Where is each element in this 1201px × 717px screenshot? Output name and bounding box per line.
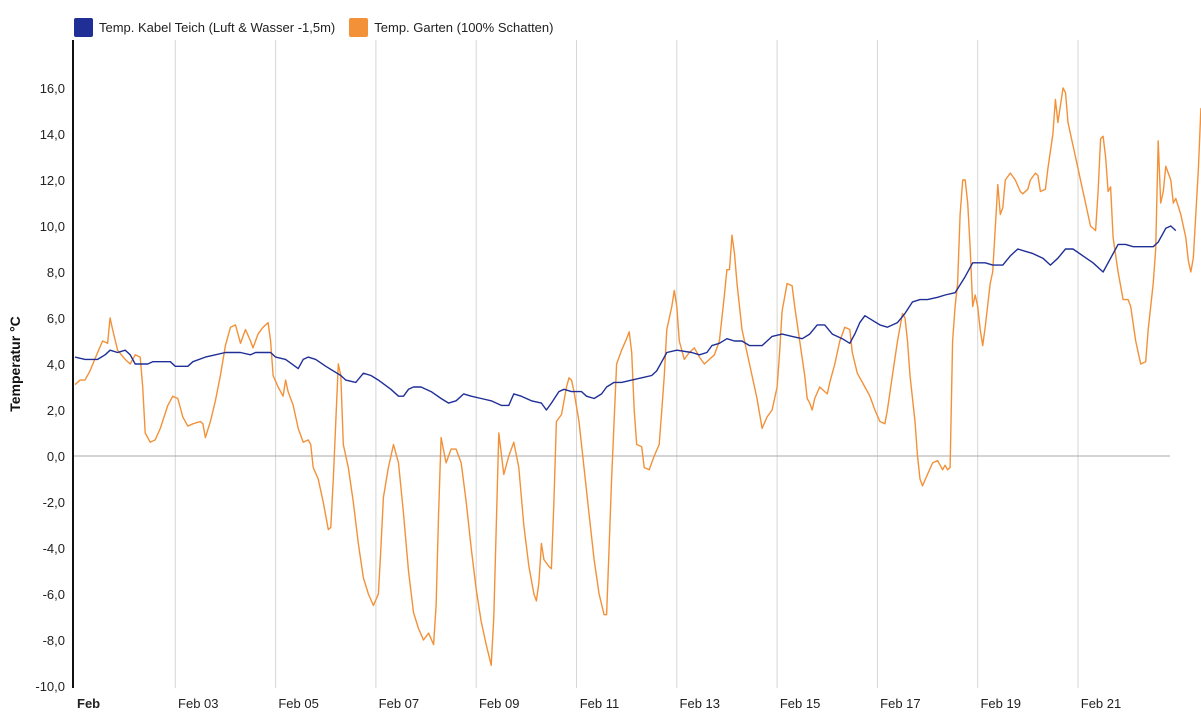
- legend-label-garten: Temp. Garten (100% Schatten): [374, 19, 554, 35]
- legend-swatch-garten: [349, 17, 369, 37]
- y-tick-label: -4,0: [43, 541, 65, 556]
- x-tick-label: Feb 19: [980, 696, 1020, 711]
- y-tick-label: 0,0: [47, 449, 65, 464]
- y-tick-label: 6,0: [47, 311, 65, 326]
- y-axis-title: Temperatur °C: [7, 316, 23, 412]
- x-tick-label: Feb 09: [479, 696, 519, 711]
- x-tick-label: Feb 03: [178, 696, 218, 711]
- legend-swatch-kabel-teich: [74, 17, 93, 37]
- series-line-garten[interactable]: [74, 87, 1201, 666]
- legend-item-garten[interactable]: Temp. Garten (100% Schatten): [349, 17, 554, 37]
- y-tick-label: 4,0: [47, 357, 65, 372]
- series-line-kabel-teich[interactable]: [74, 225, 1177, 411]
- x-tick-label: Feb 05: [278, 696, 318, 711]
- x-tick-label: Feb 15: [780, 696, 820, 711]
- x-tick-label: Feb 17: [880, 696, 920, 711]
- y-tick-label: -6,0: [43, 587, 65, 602]
- y-tick-label: 14,0: [40, 127, 65, 142]
- y-tick-label: 16,0: [40, 81, 65, 96]
- y-tick-label: 2,0: [47, 403, 65, 418]
- x-tick-label: Feb 21: [1081, 696, 1121, 711]
- y-tick-label: 12,0: [40, 173, 65, 188]
- x-tick-label: Feb 11: [580, 696, 620, 711]
- x-tick-label: Feb: [77, 696, 100, 711]
- y-tick-label: -10,0: [35, 679, 65, 694]
- chart-legend: Temp. Kabel Teich (Luft & Wasser -1,5m) …: [74, 16, 553, 38]
- legend-item-kabel-teich[interactable]: Temp. Kabel Teich (Luft & Wasser -1,5m): [74, 17, 336, 37]
- y-tick-label: -8,0: [43, 633, 65, 648]
- x-tick-label: Feb 13: [680, 696, 720, 711]
- y-tick-label: -2,0: [43, 495, 65, 510]
- y-tick-label: 10,0: [40, 219, 65, 234]
- y-tick-label: 8,0: [47, 265, 65, 280]
- x-tick-label: Feb 07: [379, 696, 419, 711]
- legend-label-kabel-teich: Temp. Kabel Teich (Luft & Wasser -1,5m): [99, 19, 336, 35]
